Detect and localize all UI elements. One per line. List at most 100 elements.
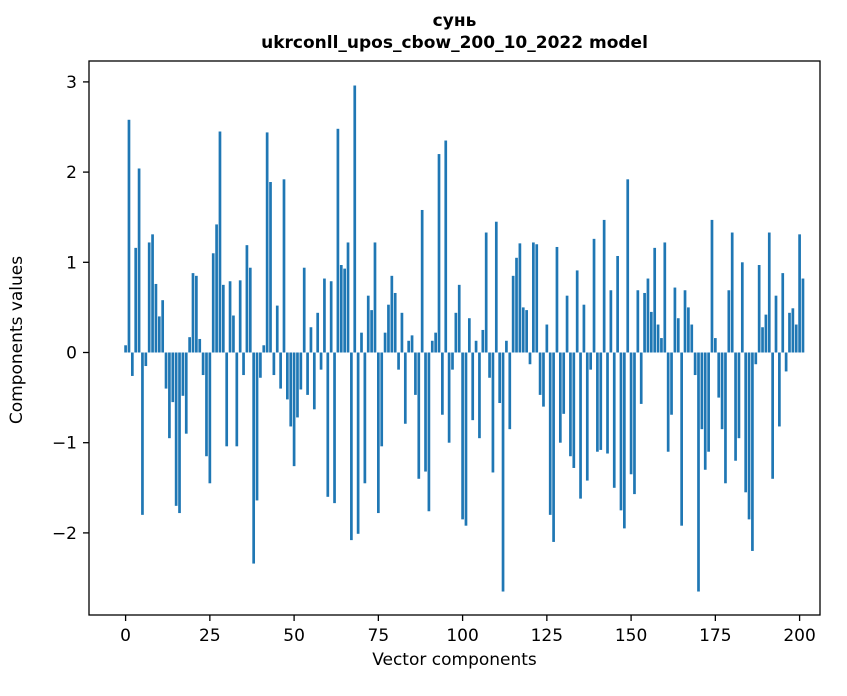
bar: [417, 352, 421, 479]
x-tick-label: 150: [615, 626, 647, 646]
bar: [471, 352, 475, 421]
y-tick-label: 0: [66, 344, 77, 364]
bar: [366, 295, 370, 353]
bar: [636, 290, 640, 353]
bar: [623, 352, 626, 529]
bar: [778, 352, 781, 427]
x-tick-label: 75: [368, 626, 390, 646]
bar: [343, 268, 346, 353]
bar: [198, 338, 202, 353]
bar: [751, 352, 754, 551]
bar: [596, 352, 599, 452]
bar: [562, 352, 566, 414]
bar: [262, 345, 266, 353]
bar: [414, 352, 417, 395]
bar: [410, 335, 414, 353]
x-tick-label: 100: [446, 626, 478, 646]
x-tick-label: 0: [120, 626, 131, 646]
bar: [242, 352, 245, 376]
bar: [552, 352, 555, 542]
bar: [646, 278, 650, 353]
bar: [474, 340, 478, 353]
bar: [393, 292, 397, 353]
bar: [208, 352, 212, 484]
bar: [488, 352, 491, 378]
bar: [673, 287, 677, 353]
bar: [680, 352, 683, 526]
bar: [771, 352, 774, 479]
bar: [259, 352, 262, 378]
bar: [174, 352, 178, 506]
y-tick-label: 1: [66, 253, 77, 273]
bar: [377, 352, 380, 514]
bar: [403, 352, 407, 424]
bar: [788, 312, 791, 353]
bar: [508, 352, 512, 430]
bar: [353, 85, 357, 353]
bar: [663, 242, 667, 353]
bar: [521, 307, 525, 353]
y-tick-label: −1: [52, 434, 77, 454]
bar: [501, 352, 505, 592]
bar: [228, 281, 232, 353]
y-tick-label: −2: [52, 524, 77, 544]
bar: [319, 352, 323, 370]
bar: [730, 232, 734, 353]
bar: [390, 275, 394, 353]
bar: [181, 352, 185, 396]
bar: [232, 315, 235, 353]
chart-title: сунь: [432, 11, 477, 31]
bar: [791, 308, 795, 353]
y-axis-ticks: 3 2 1 0 −1 −2: [52, 73, 89, 544]
bar: [457, 284, 461, 353]
bar: [269, 182, 272, 353]
bar: [434, 332, 437, 353]
bar: [127, 119, 131, 353]
x-tick-label: 175: [699, 626, 731, 646]
bar: [764, 314, 768, 353]
bar: [687, 307, 690, 353]
bar: [683, 290, 687, 353]
bar: [676, 318, 680, 353]
bar: [666, 352, 670, 452]
bar: [151, 234, 154, 353]
bar: [555, 246, 559, 353]
bar: [619, 352, 623, 511]
bar: [717, 352, 721, 398]
bar: [447, 352, 451, 443]
bar: [697, 352, 700, 592]
bar: [380, 352, 384, 447]
bar: [137, 168, 141, 353]
bar: [336, 128, 340, 353]
bar: [616, 255, 619, 353]
bar: [484, 232, 488, 353]
bar: [548, 352, 552, 515]
bar: [575, 270, 579, 353]
bar: [144, 352, 148, 367]
bar: [164, 352, 168, 389]
bar: [602, 219, 606, 353]
chart-subtitle: ukrconll_upos_cbow_200_10_2022 model: [261, 33, 648, 53]
bar: [238, 280, 242, 353]
bar: [798, 234, 801, 353]
bar: [292, 352, 296, 467]
bar: [184, 352, 188, 434]
bar: [205, 352, 208, 457]
bar: [430, 340, 434, 353]
bar: [124, 345, 127, 353]
bar: [585, 352, 589, 481]
bar: [225, 352, 229, 447]
bar: [221, 284, 225, 353]
bar: [370, 310, 373, 353]
bar: [316, 312, 320, 353]
bar: [599, 352, 603, 450]
bar: [710, 219, 714, 353]
bar: [275, 305, 279, 353]
bar: [387, 304, 390, 353]
bar: [761, 327, 764, 353]
bar: [168, 352, 171, 439]
x-tick-label: 125: [531, 626, 563, 646]
x-tick-label: 200: [783, 626, 815, 646]
bar: [451, 352, 454, 370]
bar: [329, 281, 333, 353]
